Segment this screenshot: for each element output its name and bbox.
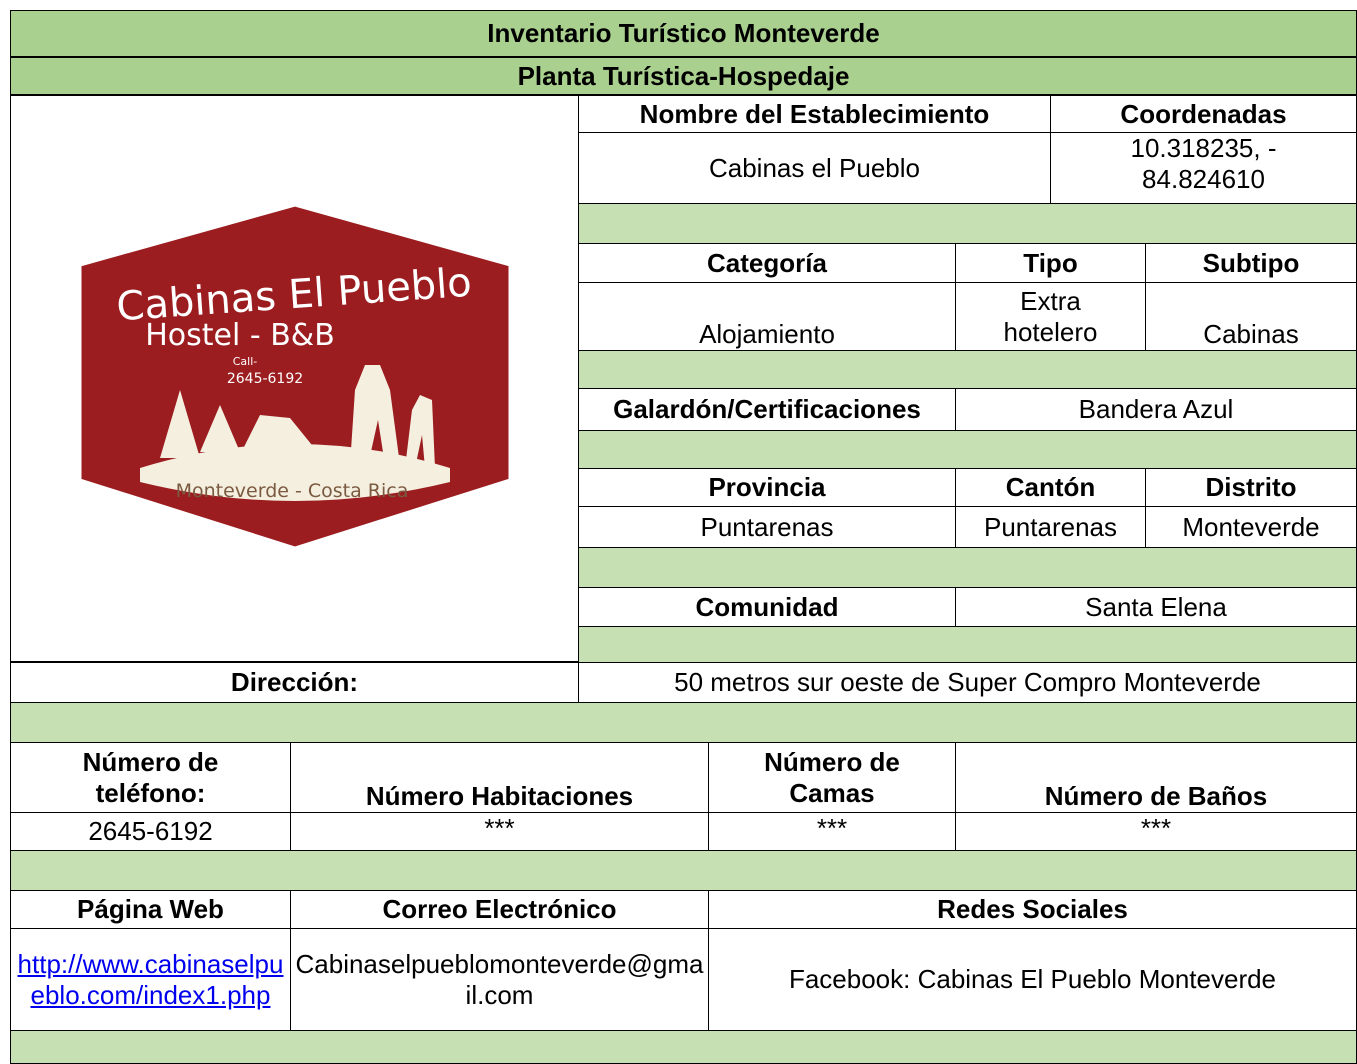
- value-cell: Cabinas: [1145, 282, 1357, 351]
- cell-text: Planta Turística-Hospedaje: [517, 60, 850, 91]
- cell-text: 50 metros sur oeste de Super Compro Mont…: [674, 667, 1261, 697]
- cell-text: Cantón: [1005, 472, 1096, 502]
- header-cell: Categoría: [578, 243, 956, 283]
- cell-text: Página Web: [77, 894, 224, 924]
- header-cell: Redes Sociales: [708, 890, 1357, 929]
- logo-call: Call-: [233, 355, 258, 368]
- value-cell: Monteverde: [1145, 506, 1357, 548]
- spacer: [578, 430, 1357, 469]
- value-cell: ***: [708, 812, 956, 851]
- header-cell: Página Web: [10, 890, 291, 929]
- cell-text: Facebook: Cabinas El Pueblo Monteverde: [788, 964, 1277, 994]
- header-cell: Dirección:: [10, 662, 579, 703]
- cell-text: Número de Baños: [1044, 781, 1268, 811]
- cell-text: Cabinaselpueblomonteverde@gmail.com: [295, 948, 704, 1010]
- link-cell: http://www.cabinaselpueblo.com/index1.ph…: [10, 928, 291, 1031]
- header-cell: Número de Camas: [708, 742, 956, 813]
- logo-phone: 2645-6192: [227, 371, 303, 387]
- value-cell: Puntarenas: [578, 506, 956, 548]
- spacer: [578, 547, 1357, 588]
- cell-text: Comunidad: [695, 591, 839, 622]
- cell-text: Categoría: [707, 247, 827, 278]
- cell-text: Número de Camas: [764, 746, 900, 808]
- value-cell: Facebook: Cabinas El Pueblo Monteverde: [708, 928, 1357, 1031]
- header-cell: Tipo: [955, 243, 1146, 283]
- header-cell: Nombre del Establecimiento: [578, 95, 1051, 133]
- cell-text: Puntarenas: [984, 511, 1117, 542]
- cell-text: Puntarenas: [700, 511, 834, 542]
- cell-text: ***: [484, 813, 515, 843]
- header-cell: Correo Electrónico: [290, 890, 709, 929]
- cell-text: Cabinas el Pueblo: [708, 152, 921, 183]
- header-cell: Número de Baños: [955, 742, 1357, 813]
- header-cell: Número Habitaciones: [290, 742, 709, 813]
- spacer: [10, 850, 1357, 891]
- logo-place: Monteverde - Costa Rica: [176, 480, 409, 502]
- value-cell: 2645-6192: [10, 812, 291, 851]
- spacer: [578, 203, 1357, 244]
- cell-text: Correo Electrónico: [382, 894, 617, 924]
- logo-subtitle: Hostel - B&B: [145, 318, 335, 353]
- value-cell: Cabinas el Pueblo: [578, 132, 1051, 204]
- spacer: [578, 626, 1357, 663]
- cell-text: Bandera Azul: [1078, 394, 1234, 424]
- cell-text: Galardón/Certificaciones: [613, 394, 921, 424]
- cell-text: Distrito: [1205, 472, 1297, 502]
- cell-text: Subtipo: [1202, 247, 1300, 278]
- cell-text: 10.318235, - 84.824610: [1130, 133, 1277, 194]
- value-cell: Cabinaselpueblomonteverde@gmail.com: [290, 928, 709, 1031]
- header-cell: Subtipo: [1145, 243, 1357, 283]
- subtitle: Planta Turística-Hospedaje: [10, 57, 1357, 95]
- cell-text: Coordenadas: [1120, 98, 1287, 129]
- header-cell: Coordenadas: [1050, 95, 1357, 133]
- logo: Cabinas El Pueblo Hostel - B&B Call- 264…: [78, 203, 512, 550]
- spacer: [10, 702, 1357, 743]
- header-cell: Distrito: [1145, 468, 1357, 507]
- cell-text: Monteverde: [1182, 511, 1320, 542]
- cell-text: Nombre del Establecimiento: [639, 98, 990, 129]
- spacer: [578, 350, 1357, 389]
- cell-text: Santa Elena: [1085, 591, 1227, 622]
- spacer: [10, 1030, 1357, 1064]
- value-cell: Puntarenas: [955, 506, 1146, 548]
- value-cell: Bandera Azul: [955, 388, 1357, 431]
- value-cell: 50 metros sur oeste de Super Compro Mont…: [578, 662, 1357, 703]
- title: Inventario Turístico Monteverde: [10, 10, 1357, 57]
- value-cell: Extra hotelero: [955, 282, 1146, 351]
- value-cell: ***: [955, 812, 1357, 851]
- value-cell: ***: [290, 812, 709, 851]
- header-cell: Provincia: [578, 468, 956, 507]
- cell-text: Redes Sociales: [937, 894, 1128, 924]
- value-cell: 10.318235, - 84.824610: [1050, 132, 1357, 204]
- cell-text: Extra hotelero: [1003, 285, 1098, 347]
- value-cell: Alojamiento: [578, 282, 956, 351]
- cell-text: Número Habitaciones: [365, 781, 634, 811]
- cell-text: Alojamiento: [699, 319, 835, 349]
- header-cell: Número de teléfono:: [10, 742, 291, 813]
- value-cell: Santa Elena: [955, 587, 1357, 627]
- cell-text: Provincia: [708, 472, 826, 502]
- cell-text: Inventario Turístico Monteverde: [487, 18, 880, 48]
- cell-text: ***: [816, 813, 848, 843]
- header-cell: Galardón/Certificaciones: [578, 388, 956, 431]
- header-cell: Comunidad: [578, 587, 956, 627]
- web-link[interactable]: http://www.cabinaselpueblo.com/index1.ph…: [17, 948, 284, 1010]
- header-cell: Cantón: [955, 468, 1146, 507]
- cell-text: Número de teléfono:: [82, 746, 219, 808]
- cell-text: 2645-6192: [88, 816, 213, 846]
- cell-text: Cabinas: [1203, 319, 1299, 349]
- cell-text: Tipo: [1023, 247, 1078, 278]
- cell-text: Dirección:: [230, 667, 359, 697]
- cell-text: ***: [1140, 813, 1172, 843]
